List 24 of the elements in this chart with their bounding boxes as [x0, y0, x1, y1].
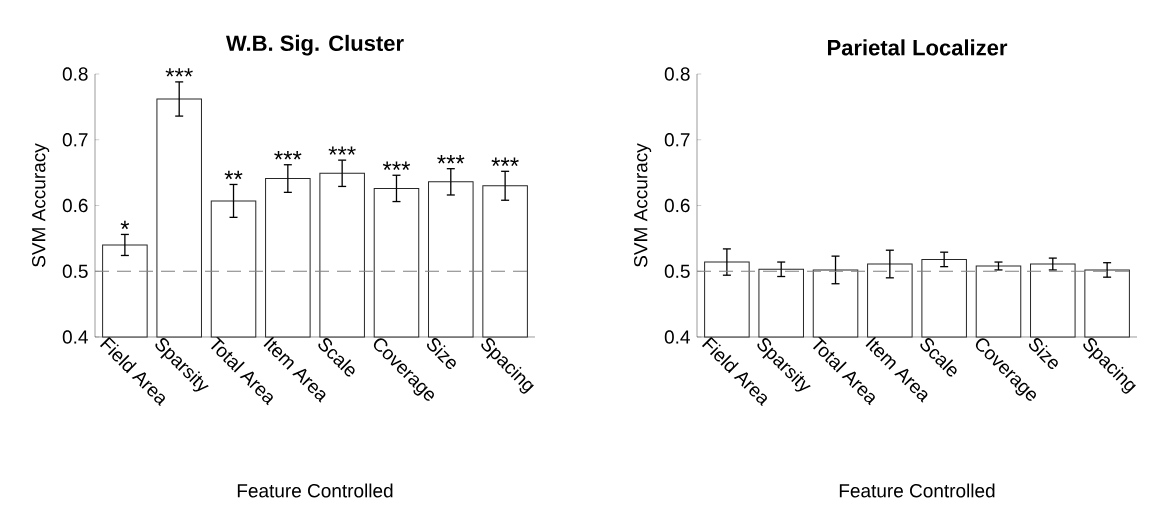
- y-tick-label: 0.4: [664, 330, 690, 344]
- annotation: *: [120, 220, 130, 230]
- annotation: ***: [274, 151, 302, 160]
- y-axis-title: SVM Accuracy: [633, 143, 652, 267]
- annotation: ***: [382, 161, 411, 170]
- y-tick-label: 0.7: [664, 133, 690, 147]
- x-axis-title: Feature Controlled: [237, 483, 393, 498]
- annotation: **: [224, 170, 243, 180]
- y-tick-label: 0.5: [664, 264, 690, 278]
- y-tick-label: 0.6: [664, 198, 690, 213]
- y-tick-label: 0.7: [62, 133, 88, 147]
- annotation: ***: [165, 68, 193, 77]
- y-tick-label: 0.5: [62, 264, 88, 278]
- y-tick-label: 0.8: [62, 67, 88, 81]
- y-tick-label: 0.6: [62, 198, 88, 213]
- y-tick-label: 0.8: [664, 67, 690, 81]
- annotation: ***: [491, 157, 519, 167]
- y-axis-title: SVM Accuracy: [31, 143, 50, 267]
- x-axis-title: Feature Controlled: [839, 483, 995, 498]
- annotation: ***: [437, 154, 465, 164]
- chart-title: W.B. Sig. Cluster: [225, 34, 404, 56]
- y-tick-label: 0.4: [62, 330, 88, 344]
- chart-title: Parietal Localizer: [827, 39, 1008, 56]
- annotation: ***: [328, 146, 356, 155]
